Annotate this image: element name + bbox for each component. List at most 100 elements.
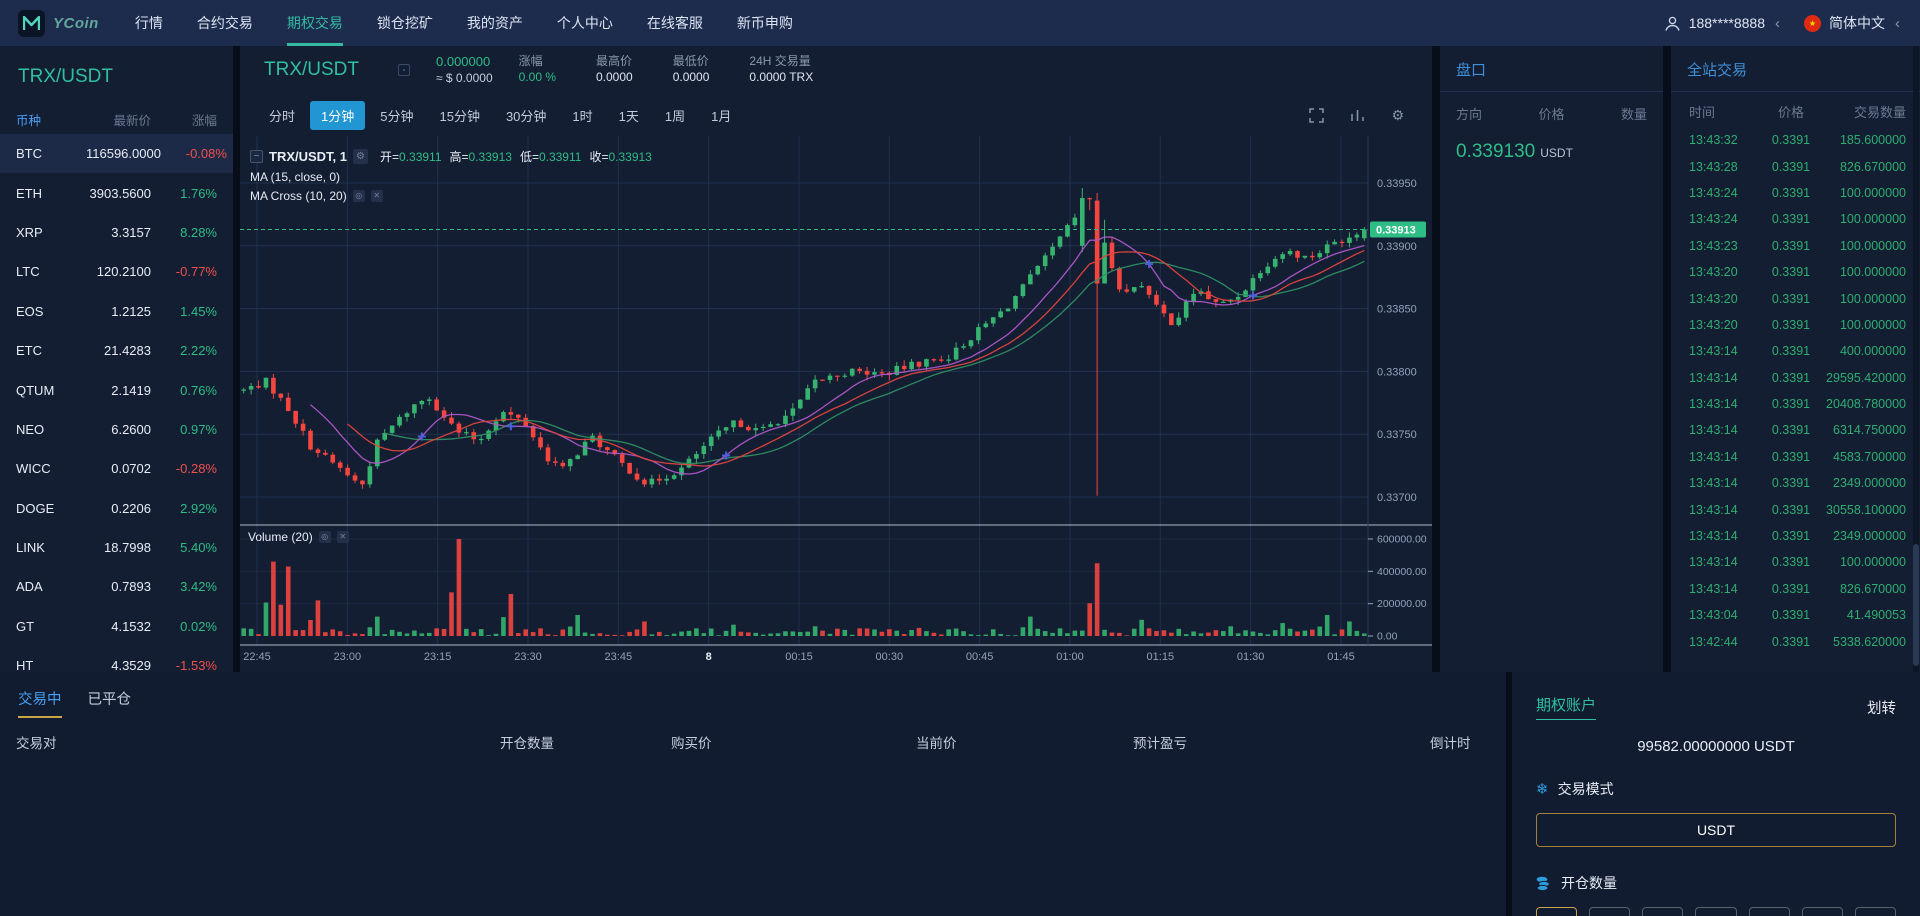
svg-text:01:45: 01:45 [1327, 651, 1355, 663]
account-balance: 99582.00000000 USDT [1637, 738, 1795, 755]
svg-text:0.33800: 0.33800 [1377, 366, 1417, 378]
nav-item-新币申购[interactable]: 新币申购 [736, 15, 793, 31]
orderbook-title: 盘口 [1440, 46, 1663, 92]
timeframe-1时[interactable]: 1时 [572, 108, 593, 124]
amount-preset-button[interactable] [1642, 907, 1684, 916]
user-chevron-icon[interactable]: ‹ [1775, 14, 1780, 32]
coin-row-XRP[interactable]: XRP 3.3157 8.28% [0, 213, 233, 252]
nav-item-我的资产[interactable]: 我的资产 [466, 15, 523, 31]
nav-item-合约交易[interactable]: 合约交易 [196, 15, 253, 31]
ma-legend-label: MA (15, close, 0) [250, 170, 341, 184]
positions-col-预计盈亏: 预计盈亏 [1133, 736, 1187, 751]
coin-row-GT[interactable]: GT 4.1532 0.02% [0, 607, 233, 646]
coin-symbol: GT [16, 618, 35, 634]
svg-text:00:15: 00:15 [785, 651, 813, 663]
coin-row-EOS[interactable]: EOS 1.2125 1.45% [0, 292, 233, 331]
svg-text:600000.00: 600000.00 [1377, 534, 1427, 546]
positions-tab-已平仓[interactable]: 已平仓 [87, 692, 132, 708]
coin-change: 0.02% [180, 618, 217, 634]
transfer-button[interactable]: 划转 [1867, 700, 1896, 717]
amount-preset-button[interactable] [1854, 907, 1896, 916]
chart-panel: TRX/USDT 0.000000 ≈ $ 0.0000 涨幅 0.00 % 最高价… [240, 46, 1432, 672]
fullscreen-icon[interactable] [1309, 107, 1325, 123]
chart-legend: − TRX/USDT, 1 ⚙ 开=0.33911 高=0.33913 低=0.33… [250, 148, 660, 208]
coin-change: 3.42% [180, 579, 217, 595]
coin-change: 1.45% [180, 303, 217, 319]
svg-text:23:15: 23:15 [424, 651, 452, 663]
open-amount-label: 开仓数量 [1561, 875, 1617, 891]
trades-scrollbar[interactable] [1913, 46, 1919, 672]
options-account-panel: 期权账户 划转 99582.00000000 USDT ❄ 交易模式 USDT … [1512, 672, 1920, 916]
amount-preset-button[interactable] [1536, 907, 1578, 916]
amount-preset-button[interactable] [1801, 907, 1843, 916]
trade-row: 13:43:14 0.3391 2349.000000 [1689, 529, 1906, 544]
coin-row-LINK[interactable]: LINK 18.7998 5.40% [0, 528, 233, 567]
coin-symbol: BTC [16, 146, 42, 162]
coin-price: 4.3529 [111, 658, 151, 672]
coin-row-DOGE[interactable]: DOGE 0.2206 2.92% [0, 489, 233, 528]
coin-change: 5.40% [180, 540, 217, 556]
timeframe-1天[interactable]: 1天 [618, 108, 639, 124]
ma-cross-legend-label: MA Cross (10, 20) [250, 189, 347, 203]
coin-change: 2.22% [180, 343, 217, 359]
coin-price: 3903.5600 [89, 185, 151, 201]
brand[interactable]: YCoin [18, 9, 99, 37]
positions-col-倒计时: 倒计时 [1430, 736, 1471, 751]
coin-row-LTC[interactable]: LTC 120.2100 -0.77% [0, 252, 233, 291]
language-chevron-icon[interactable]: ‹ [1895, 14, 1900, 32]
main-menu: 行情 合约交易 期权交易 锁仓挖矿 我的资产 个人中心 在线客服 新币申购 [135, 0, 793, 46]
timeframe-1分钟[interactable]: 1分钟 [310, 100, 366, 130]
nav-item-锁仓挖矿[interactable]: 锁仓挖矿 [376, 15, 433, 31]
account-title[interactable]: 期权账户 [1536, 694, 1597, 720]
amount-preset-button[interactable] [1695, 907, 1737, 916]
coin-price: 116596.0000 [86, 146, 161, 162]
volume-visibility-icon[interactable]: ◎ [318, 531, 331, 543]
pair-info-icon[interactable] [398, 64, 410, 76]
nav-item-个人中心[interactable]: 个人中心 [556, 15, 613, 31]
ma-cross-remove-icon[interactable]: ✕ [370, 190, 383, 202]
language-selector[interactable]: 简体中文 [1829, 15, 1885, 31]
ma-cross-visibility-icon[interactable]: ◎ [352, 190, 365, 202]
svg-text:00:45: 00:45 [966, 651, 994, 663]
timeframe-30分钟[interactable]: 30分钟 [505, 108, 547, 124]
coin-row-HT[interactable]: HT 4.3529 -1.53% [0, 646, 233, 672]
coin-row-ETC[interactable]: ETC 21.4283 2.22% [0, 331, 233, 370]
svg-text:23:45: 23:45 [605, 651, 633, 663]
coin-row-WICC[interactable]: WICC 0.0702 -0.28% [0, 449, 233, 488]
chart-settings-gear-icon[interactable]: ⚙ [1391, 106, 1404, 123]
positions-col-开仓数量: 开仓数量 [500, 736, 554, 751]
trade-row: 13:43:14 0.3391 100.000000 [1689, 555, 1906, 570]
trade-mode-usdt-button[interactable]: USDT [1536, 813, 1896, 847]
timeframe-15分钟[interactable]: 15分钟 [439, 108, 480, 124]
timeframe-分时[interactable]: 分时 [269, 108, 296, 124]
svg-text:22:45: 22:45 [243, 651, 271, 663]
indicator-icon[interactable] [1350, 108, 1365, 123]
legend-collapse-icon[interactable]: − [250, 150, 263, 163]
coin-row-ETH[interactable]: ETH 3903.5600 1.76% [0, 173, 233, 212]
coin-row-ADA[interactable]: ADA 0.7893 3.42% [0, 567, 233, 606]
volume-remove-icon[interactable]: ✕ [336, 531, 349, 543]
timeframe-1周[interactable]: 1周 [664, 108, 686, 124]
coin-symbol: XRP [16, 224, 43, 240]
timeframe-5分钟[interactable]: 5分钟 [380, 108, 414, 124]
user-phone[interactable]: 188****8888 [1688, 15, 1765, 31]
amount-preset-button[interactable] [1748, 907, 1790, 916]
amount-preset-button[interactable] [1589, 907, 1631, 916]
nav-item-在线客服[interactable]: 在线客服 [646, 15, 703, 31]
nav-item-行情[interactable]: 行情 [134, 15, 163, 31]
svg-text:0.33913: 0.33913 [1376, 224, 1416, 236]
chart-region[interactable]: 0.33950 0.33900 0.33850 0.33800 0.33750 0.337… [240, 136, 1432, 672]
trade-row: 13:43:14 0.3391 6314.750000 [1689, 423, 1906, 438]
volume-legend: Volume (20) ◎ ✕ [248, 530, 349, 544]
coin-row-BTC[interactable]: BTC 116596.0000 -0.08% [0, 134, 233, 174]
timeframe-1月[interactable]: 1月 [711, 108, 732, 124]
top-nav: YCoin 行情 合约交易 期权交易 锁仓挖矿 我的资产 个人中心 在线客服 新币申购 188… [0, 0, 1920, 46]
coin-change: 8.28% [180, 224, 217, 240]
positions-tab-交易中[interactable]: 交易中 [18, 688, 62, 718]
legend-ohlc: 开=0.33911 高=0.33913 低=0.33911 收=0.33913 [380, 150, 652, 164]
nav-item-期权交易[interactable]: 期权交易 [286, 0, 343, 46]
coin-row-NEO[interactable]: NEO 6.2600 0.97% [0, 410, 233, 449]
legend-gear-icon[interactable]: ⚙ [353, 149, 369, 164]
coin-change: 0.76% [180, 382, 217, 398]
coin-row-QTUM[interactable]: QTUM 2.1419 0.76% [0, 370, 233, 409]
